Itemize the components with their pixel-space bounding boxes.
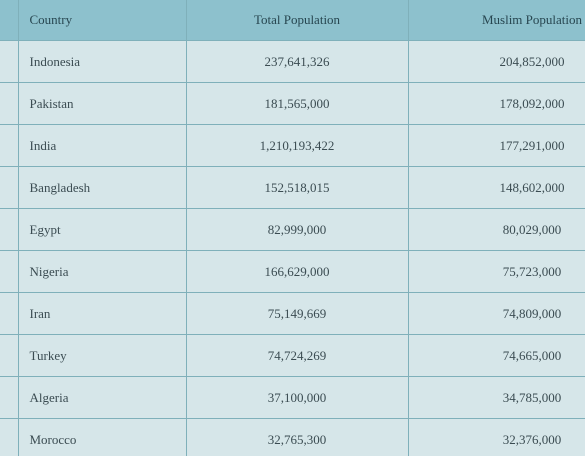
number-cell: 204,852,000	[407, 40, 585, 83]
number-cell: 237,641,326	[185, 40, 409, 83]
country-cell: India	[17, 124, 187, 167]
row-spacer	[0, 208, 19, 251]
row-spacer	[0, 418, 19, 456]
number-cell: 32,765,300	[185, 418, 409, 456]
table-row: Egypt 82,999,000 80,029,000	[0, 208, 585, 251]
row-spacer	[0, 124, 19, 167]
number-cell: 82,999,000	[185, 208, 409, 251]
number-cell: 177,291,000	[407, 124, 585, 167]
row-spacer	[0, 334, 19, 377]
row-spacer	[0, 166, 19, 209]
table-row: Indonesia 237,641,326 204,852,000	[0, 40, 585, 83]
table-body: Indonesia 237,641,326 204,852,000 Pakistan 1…	[0, 40, 585, 456]
number-cell: 75,149,669	[185, 292, 409, 335]
table-header: Country Total Population Muslim Populati…	[0, 0, 585, 41]
country-cell: Nigeria	[17, 250, 187, 293]
header-cell: Country	[17, 0, 187, 41]
table-row: Nigeria 166,629,000 75,723,000	[0, 250, 585, 293]
table-row: Morocco 32,765,300 32,376,000	[0, 418, 585, 456]
country-cell: Morocco	[17, 418, 187, 456]
header-cell: Muslim Population	[407, 0, 585, 41]
number-cell: 74,665,000	[407, 334, 585, 377]
row-spacer	[0, 292, 19, 335]
number-cell: 34,785,000	[407, 376, 585, 419]
number-cell: 32,376,000	[407, 418, 585, 456]
table-row: India 1,210,193,422 177,291,000	[0, 124, 585, 167]
table-row: Turkey 74,724,269 74,665,000	[0, 334, 585, 377]
table-row: Iran 75,149,669 74,809,000	[0, 292, 585, 335]
number-cell: 148,602,000	[407, 166, 585, 209]
country-cell: Indonesia	[17, 40, 187, 83]
header-spacer	[0, 0, 19, 41]
number-cell: 80,029,000	[407, 208, 585, 251]
table-row: Bangladesh 152,518,015 148,602,000	[0, 166, 585, 209]
number-cell: 74,809,000	[407, 292, 585, 335]
country-cell: Egypt	[17, 208, 187, 251]
number-cell: 178,092,000	[407, 82, 585, 125]
country-cell: Bangladesh	[17, 166, 187, 209]
number-cell: 152,518,015	[185, 166, 409, 209]
header-row: Country Total Population Muslim Populati…	[0, 0, 585, 41]
header-cell: Total Population	[185, 0, 409, 41]
country-cell: Iran	[17, 292, 187, 335]
row-spacer	[0, 376, 19, 419]
number-cell: 74,724,269	[185, 334, 409, 377]
table-row: Algeria 37,100,000 34,785,000	[0, 376, 585, 419]
country-cell: Algeria	[17, 376, 187, 419]
number-cell: 37,100,000	[185, 376, 409, 419]
number-cell: 1,210,193,422	[185, 124, 409, 167]
row-spacer	[0, 250, 19, 293]
number-cell: 166,629,000	[185, 250, 409, 293]
number-cell: 75,723,000	[407, 250, 585, 293]
row-spacer	[0, 40, 19, 83]
table-row: Pakistan 181,565,000 178,092,000	[0, 82, 585, 125]
country-cell: Turkey	[17, 334, 187, 377]
country-cell: Pakistan	[17, 82, 187, 125]
number-cell: 181,565,000	[185, 82, 409, 125]
row-spacer	[0, 82, 19, 125]
